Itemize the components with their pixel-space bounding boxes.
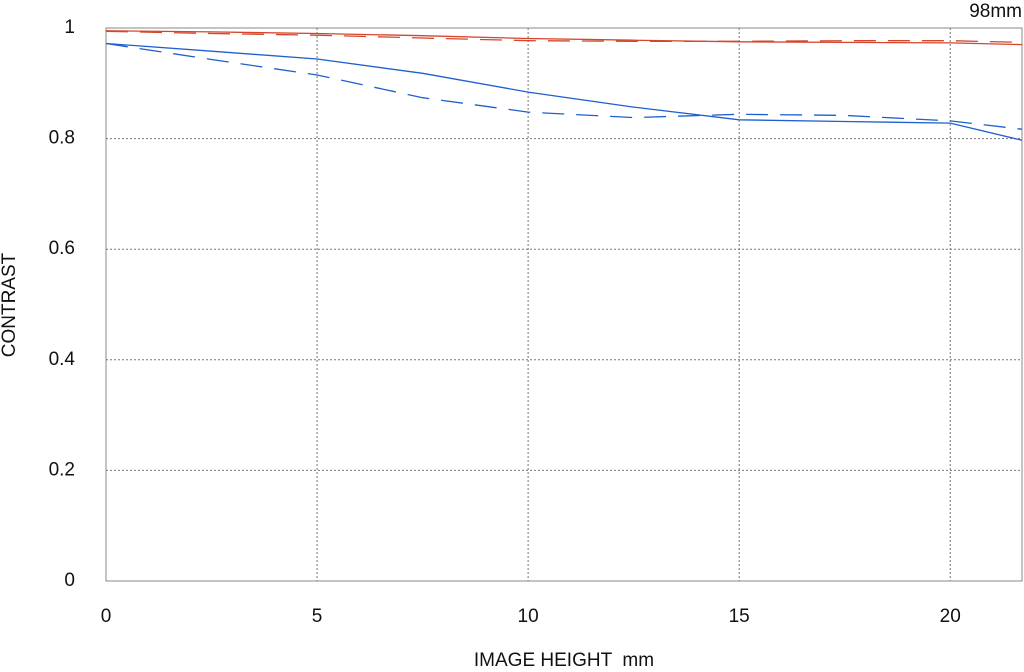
plot-frame — [105, 27, 1023, 582]
y-tick-label: 0.4 — [49, 349, 76, 370]
x-axis-title: IMAGE HEIGHT mm — [474, 650, 654, 671]
annotation: 98mm — [969, 1, 1022, 22]
y-axis-title: CONTRAST — [0, 252, 20, 357]
x-tick-label: 0 — [101, 606, 112, 627]
y-tick-label: 0.2 — [49, 459, 75, 480]
y-tick-label: 0.6 — [49, 238, 75, 259]
data-line — [105, 30, 1023, 46]
y-tick-label: 0.8 — [49, 128, 75, 149]
x-tick-label: 15 — [729, 606, 750, 627]
y-tick-label: 1 — [64, 17, 75, 38]
x-tick-label: 20 — [940, 606, 961, 627]
x-tick-label: 10 — [518, 606, 539, 627]
data-line — [105, 42, 1023, 141]
y-tick-label: 0 — [64, 570, 75, 591]
data-line — [105, 42, 1023, 130]
data-line — [105, 30, 1023, 44]
x-tick-label: 5 — [312, 606, 323, 627]
